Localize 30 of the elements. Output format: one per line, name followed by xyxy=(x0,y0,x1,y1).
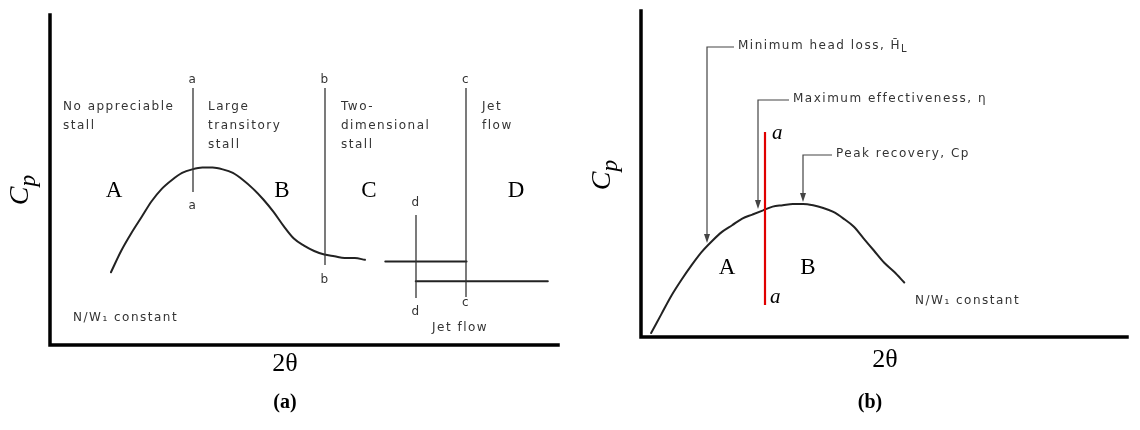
annotation: a xyxy=(770,284,781,308)
text: c xyxy=(461,71,471,88)
text: Two-dimensional stall xyxy=(341,98,432,153)
text: Peak recovery, Cp xyxy=(836,145,970,162)
annotation: Jet flow xyxy=(432,319,489,336)
annotation: c xyxy=(461,294,471,311)
annotation: B xyxy=(274,177,290,203)
x-axis-title: 2θ xyxy=(272,348,298,378)
annotation: A xyxy=(105,177,123,203)
text: Large transitory stall xyxy=(208,98,283,153)
annotation: B xyxy=(800,254,816,280)
annotation: N/W₁ constant xyxy=(915,292,1021,309)
annotation: a xyxy=(188,197,198,214)
annotation: D xyxy=(507,177,525,203)
text: a xyxy=(188,71,198,88)
annotation: A xyxy=(718,254,736,280)
annotation: d xyxy=(411,303,421,320)
annotation: b xyxy=(320,271,330,288)
annotation: d xyxy=(411,194,421,211)
text: b xyxy=(320,71,330,88)
text: Jet flow xyxy=(482,98,514,134)
text: (a) xyxy=(273,390,297,413)
text: a xyxy=(772,120,783,144)
text: Minimum head loss, H̄$_{L}$ xyxy=(738,37,909,57)
annotation: C xyxy=(361,177,377,203)
annotation: N/W₁ constant xyxy=(73,309,179,326)
x-axis-title: 2θ xyxy=(872,344,898,374)
text: No appreciable stall xyxy=(63,98,175,134)
text: (b) xyxy=(857,390,883,413)
text: Maximum effectiveness, η xyxy=(793,90,988,107)
